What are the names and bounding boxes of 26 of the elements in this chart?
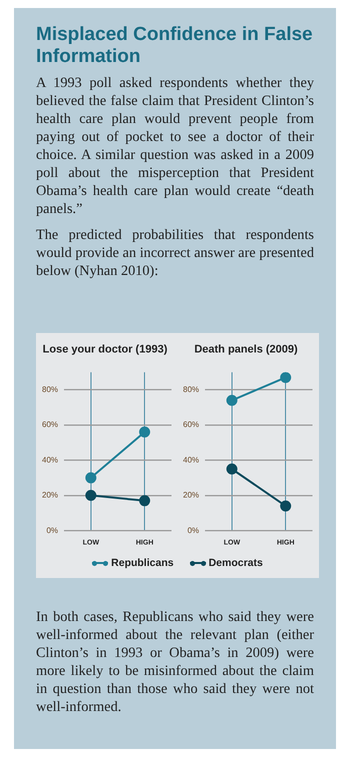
point [280, 500, 292, 512]
legend-label: Republicans [110, 557, 174, 569]
text: A 1993 poll asked respondents whether they believed the false claim that President Clinton’s health care plan would prevent people from paying out of pocket to see a doctor of their choice. A similar question was asked in a 2009 poll about the misperception that President Obama’s health care plan would create “death panels.” [36, 74, 314, 218]
point [85, 472, 96, 484]
point [226, 394, 238, 406]
y-tick-label: 20% [182, 490, 200, 500]
point [85, 490, 96, 501]
point [226, 464, 238, 474]
y-tick-label: 20% [42, 490, 58, 500]
legend-label: Democrats [208, 557, 263, 569]
point [139, 426, 150, 438]
y-tick-label: 0% [187, 526, 200, 535]
chart-title: Death panels (2009) [194, 344, 298, 356]
point [139, 495, 150, 506]
text: In both cases, Republicans who said they were well-informed about the relevant plan (either Clinton’s in 1993 or Obama’s in 2009) were more likely to be misinformed about the claim in question than those who said they were not well-informed. [36, 608, 314, 716]
text: The predicted probabilities that respondents would provide an incorrect answer are presented below (Nyhan 2010): [36, 226, 314, 280]
y-tick-label: 40% [182, 455, 200, 464]
text: Misplaced Confidence in False Information [36, 24, 314, 68]
y-tick-label: 60% [182, 420, 200, 430]
point [280, 372, 292, 383]
y-tick-label: 80% [182, 385, 200, 394]
y-tick-label: 0% [46, 526, 58, 535]
y-tick-label: 40% [42, 455, 58, 464]
chart-title: Lose your doctor (1993) [42, 344, 168, 356]
y-tick-label: 80% [42, 385, 58, 394]
y-tick-label: 60% [42, 420, 58, 430]
